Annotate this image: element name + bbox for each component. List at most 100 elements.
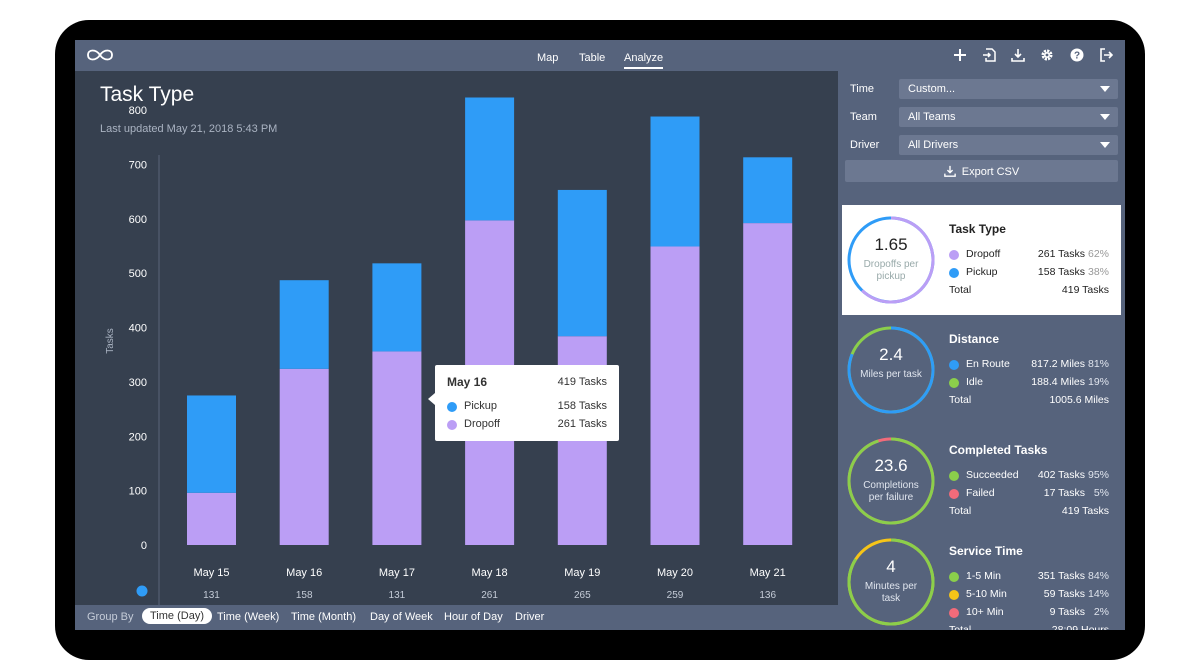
group-option-day-of-week[interactable]: Day of Week	[370, 611, 433, 623]
metric-row-value: 17 Tasks	[1043, 487, 1085, 499]
tooltip-date: May 16	[447, 375, 488, 389]
metric-row-percent: 81%	[1087, 358, 1109, 370]
metric-total-value: 419 Tasks	[1061, 284, 1109, 296]
tooltip-dropoff-value: 261 Tasks	[557, 418, 607, 430]
metric-row-value: 9 Tasks	[1049, 606, 1085, 618]
download-icon	[943, 165, 956, 177]
tooltip-total: 419 Tasks	[557, 376, 607, 388]
legend-dot-icon	[949, 489, 959, 499]
logout-icon[interactable]	[1099, 48, 1113, 62]
legend-dot-icon	[949, 471, 959, 481]
metric-subtitle: Dropoffs per pickup	[863, 259, 919, 282]
y-tick-label: 800	[129, 105, 147, 117]
bar-pickup[interactable]	[372, 263, 422, 352]
metric-row-label: En Route	[966, 358, 1010, 370]
metric-row-value: 817.2 Miles	[1031, 358, 1085, 370]
tooltip-row-pickup: Pickup 158 Tasks	[447, 400, 607, 414]
group-option-time-month[interactable]: Time (Month)	[291, 611, 356, 623]
metric-total-value: 1005.6 Miles	[1049, 394, 1109, 406]
tooltip-pickup-value: 158 Tasks	[557, 400, 607, 412]
legend-dot-icon	[949, 268, 959, 278]
help-icon[interactable]: ?	[1070, 48, 1084, 62]
metric-row-percent: 14%	[1087, 588, 1109, 600]
metric-card[interactable]: 1.65 Dropoffs per pickup Task Type Dropoff 2…	[842, 205, 1121, 315]
bar-pickup[interactable]	[650, 116, 700, 247]
driver-filter-label: Driver	[850, 139, 880, 151]
infinity-logo-icon[interactable]	[85, 46, 115, 64]
group-option-time-week[interactable]: Time (Week)	[217, 611, 280, 623]
chart-tooltip: May 16 419 Tasks Pickup 158 Tasks Dropof…	[428, 365, 619, 441]
bar-pickup[interactable]	[743, 157, 793, 224]
bar-dropoff[interactable]	[743, 223, 793, 545]
driver-select[interactable]: All Drivers	[899, 135, 1118, 155]
tooltip-pickup-label: Pickup	[464, 400, 498, 412]
legend-dot-icon	[949, 378, 959, 388]
time-select[interactable]: Custom...	[899, 79, 1118, 99]
metric-row: Idle 188.4 Miles 19%	[949, 376, 1109, 390]
bar-pickup[interactable]	[557, 189, 607, 337]
metric-row-percent: 5%	[1093, 487, 1109, 499]
metric-total-value: 419 Tasks	[1061, 505, 1109, 517]
time-filter-label: Time	[850, 83, 875, 95]
metric-row-value: 402 Tasks	[1037, 469, 1085, 481]
metric-row-label: 1-5 Min	[966, 570, 1002, 582]
bar-dropoff[interactable]	[187, 492, 236, 545]
metric-card[interactable]: 4 Minutes per task Service Time 1-5 Min 351 …	[842, 527, 1121, 630]
metric-row-percent: 62%	[1087, 248, 1109, 260]
x-tick-label: May 21	[750, 567, 786, 579]
group-option-hour-of-day[interactable]: Hour of Day	[444, 611, 503, 623]
metric-subtitle: Minutes per task	[864, 581, 918, 604]
y-tick-label: 100	[129, 486, 147, 498]
metric-title: Service Time	[949, 544, 1023, 558]
metric-row-label: Idle	[966, 376, 983, 388]
metric-row: 10+ Min 9 Tasks 2%	[949, 606, 1109, 620]
metric-value: 4	[886, 557, 896, 576]
top-bar: Map Table Analyze ?	[75, 40, 1125, 71]
bar-dropoff[interactable]	[279, 368, 329, 545]
sidebar: Time Custom... Team All Teams Driver All…	[838, 71, 1125, 630]
bar-dropoff[interactable]	[372, 351, 422, 545]
group-option-driver[interactable]: Driver	[515, 611, 545, 623]
legend-dot-icon	[949, 360, 959, 370]
metric-card[interactable]: 23.6 Completions per failure Completed Tas…	[842, 426, 1121, 536]
y-tick-label: 300	[129, 377, 147, 389]
svg-text:?: ?	[1074, 51, 1080, 62]
metric-total-label: Total	[949, 624, 972, 630]
bar-dropoff[interactable]	[650, 246, 700, 545]
nav-analyze[interactable]: Analyze	[624, 52, 664, 69]
metric-row-label: 5-10 Min	[966, 588, 1007, 600]
group-option-time-day[interactable]: Time (Day)	[142, 608, 212, 624]
metric-row: Dropoff 261 Tasks 62%	[949, 248, 1109, 262]
plus-icon[interactable]	[953, 48, 967, 62]
export-csv-button[interactable]: Export CSV	[845, 160, 1118, 182]
x-tick-label: May 20	[657, 567, 693, 579]
metric-row: 1-5 Min 351 Tasks 84%	[949, 570, 1109, 584]
y-tick-label: 400	[129, 323, 147, 335]
export-csv-label: Export CSV	[961, 166, 1020, 178]
bar-pickup[interactable]	[279, 280, 329, 369]
x-tick-label: May 16	[286, 567, 322, 579]
metric-row: Succeeded 402 Tasks 95%	[949, 469, 1109, 483]
metric-row-value: 351 Tasks	[1037, 570, 1085, 582]
metric-row-value: 158 Tasks	[1037, 266, 1085, 278]
gear-icon[interactable]	[1040, 48, 1054, 62]
metric-total-label: Total	[949, 284, 972, 296]
legend-dot-icon	[949, 250, 959, 260]
legend-dot-icon	[949, 572, 959, 582]
nav-table[interactable]: Table	[579, 52, 606, 64]
chevron-down-icon	[1100, 114, 1110, 120]
metric-card[interactable]: 2.4 Miles per task Distance En Route 817.2 M…	[842, 315, 1121, 425]
team-filter-label: Team	[850, 111, 877, 123]
bar-pickup[interactable]	[187, 395, 236, 493]
metric-row-label: Succeeded	[966, 469, 1019, 481]
metric-ring	[847, 437, 935, 525]
nav-map[interactable]: Map	[537, 52, 559, 64]
team-select[interactable]: All Teams	[899, 107, 1118, 127]
chevron-down-icon	[1100, 86, 1110, 92]
download-icon[interactable]	[1011, 48, 1025, 62]
import-icon[interactable]	[982, 48, 996, 62]
bar-pickup[interactable]	[465, 97, 515, 221]
time-select-value: Custom...	[908, 83, 956, 95]
y-tick-label: 600	[129, 214, 147, 226]
